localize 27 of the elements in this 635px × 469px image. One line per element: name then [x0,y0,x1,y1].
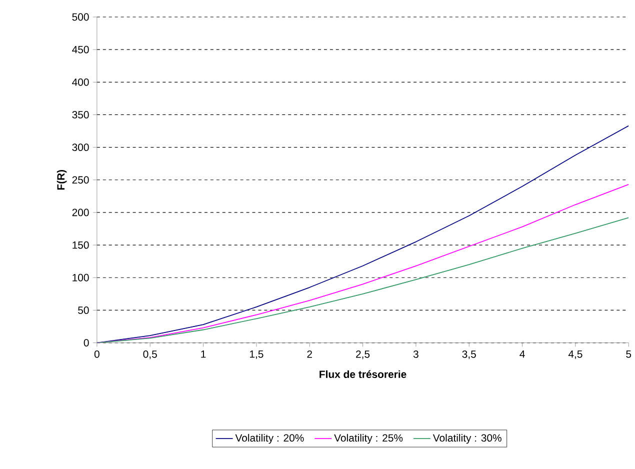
y-tick-label: 450 [72,46,89,54]
x-tick-label: 1,5 [250,350,264,360]
y-tick-label: 350 [72,111,89,119]
y-tick-label: 0 [84,339,89,347]
legend-label: Volatility : 25% [334,434,403,444]
y-tick-label: 150 [72,241,89,249]
x-tick-label: 2 [307,350,312,358]
y-axis-title: F(R) [56,170,67,190]
y-tick-label: 500 [72,13,89,21]
y-tick-label: 300 [72,144,89,152]
x-tick-label: 2,5 [356,350,370,360]
y-tick-label: 400 [72,78,89,86]
x-tick-label: 0 [94,350,100,358]
y-tick-label: 250 [72,176,89,184]
x-axis-title: Flux de trésorerie [320,370,406,378]
y-tick-label: 200 [72,208,89,216]
legend-label: Volatility : 30% [432,434,502,444]
y-tick-label: 100 [72,274,89,282]
legend-label: Volatility : 20% [235,434,304,444]
x-tick-label: 5 [626,350,632,358]
x-tick-label: 0,5 [143,350,157,360]
x-tick-label: 4,5 [568,350,582,360]
y-tick-label: 50 [78,306,89,314]
x-tick-label: 4 [520,350,525,358]
x-tick-label: 3,5 [462,350,476,360]
x-tick-label: 3 [413,350,418,358]
x-tick-label: 1 [201,350,206,358]
